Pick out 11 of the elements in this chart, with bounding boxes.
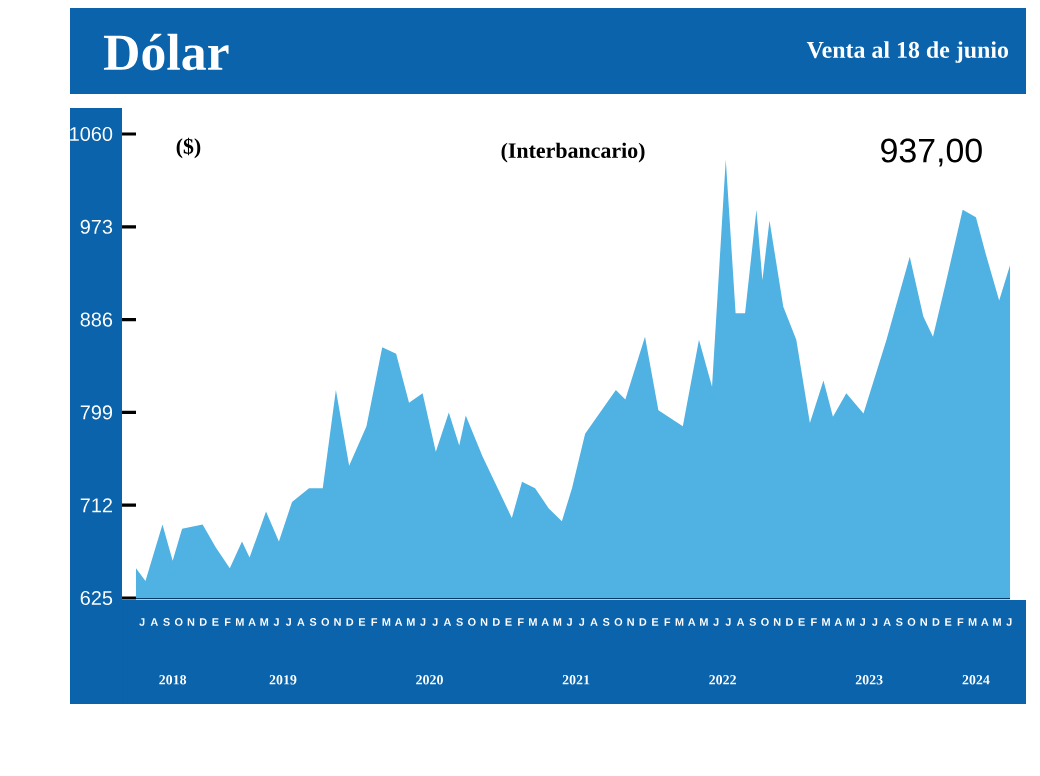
y-tick-label: 712 (80, 498, 112, 513)
chart-subtitle: Venta al 18 de junio (806, 41, 1009, 63)
y-tick-label: 625 (80, 590, 113, 606)
y-tick-label: 1060 (70, 126, 113, 142)
y-tick-label: 973 (80, 219, 113, 234)
y-tick-label: 799 (80, 405, 113, 420)
y-tick-label: 886 (80, 312, 113, 327)
chart-title: Dólar (103, 33, 229, 71)
annotation: 937,00 (881, 138, 982, 167)
y-axis-title: ($) (176, 137, 201, 159)
annotation: (Interbancario) (501, 142, 645, 163)
